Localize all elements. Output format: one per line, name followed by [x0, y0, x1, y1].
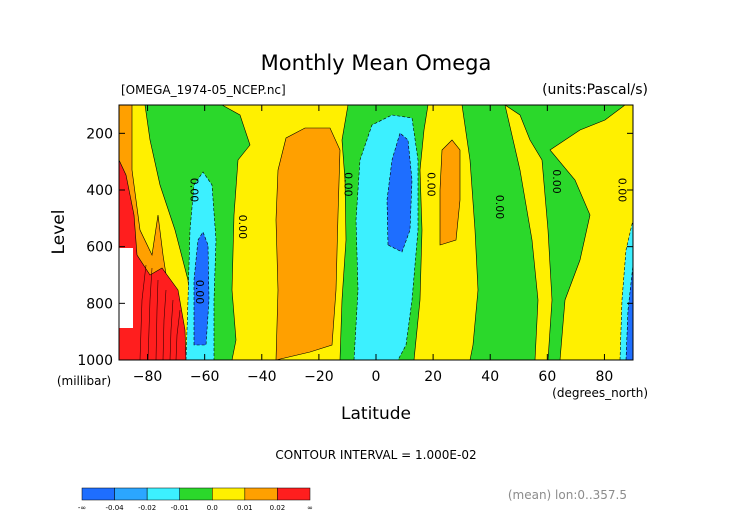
x-tick-label: −80: [133, 369, 163, 385]
x-axis: −80 −60 −40 −20 0 20 40 60 80: [133, 105, 614, 385]
sh-red-contour-lines: [139, 264, 181, 360]
region-nh-orange: [439, 139, 461, 246]
colorbar-label: -0.01: [171, 504, 189, 512]
colorbar-swatch: [146, 487, 180, 501]
region-north-yellow: [549, 105, 633, 360]
contour-label: 0.00: [342, 172, 355, 197]
colorbar-label: -∞: [78, 504, 86, 512]
x-tick-label: −20: [304, 369, 334, 385]
colorbar-swatch: [179, 487, 213, 501]
y-tick-label: 200: [86, 126, 113, 142]
y-tick-label: 1000: [77, 353, 113, 369]
colorbar-swatch: [114, 487, 148, 501]
x-tick-label: −60: [190, 369, 220, 385]
x-tick-label: 80: [596, 369, 614, 385]
file-label: [OMEGA_1974-05_NCEP.nc]: [121, 83, 286, 97]
colorbar-swatch: [212, 487, 246, 501]
colorbar-label: -0.04: [106, 504, 125, 512]
colorbar-swatch: [277, 487, 311, 501]
mean-lon-text: (mean) lon:0..357.5: [508, 488, 627, 502]
y-axis-label: Level: [49, 210, 69, 255]
x-units-label: (degrees_north): [552, 386, 648, 400]
y-tick-label: 800: [86, 296, 113, 312]
colorbar-swatch: [81, 487, 115, 501]
region-sh-blue: [193, 231, 210, 346]
colorbar-label: ∞: [307, 504, 313, 512]
y-tick-label: 600: [86, 240, 113, 256]
region-sh-red: [119, 159, 187, 360]
colorbar: -∞ -0.04 -0.02 -0.01 0.0 0.01 0.02 ∞: [78, 487, 313, 512]
contour-field: 0.00 0.00 0.00 0.00 0.00 0.00 0.00 0.00: [119, 105, 633, 360]
chart-title: Monthly Mean Omega: [261, 51, 492, 75]
x-tick-label: 0: [372, 369, 381, 385]
x-tick-label: 20: [424, 369, 442, 385]
y-axis: 200 400 600 800 1000: [77, 126, 633, 369]
x-tick-label: −40: [247, 369, 277, 385]
contour-labels: 0.00 0.00 0.00 0.00 0.00 0.00 0.00 0.00: [187, 169, 628, 304]
x-tick-label: 60: [538, 369, 556, 385]
region-subtropic-orange: [275, 127, 341, 360]
contour-label: 0.00: [424, 172, 437, 197]
colorbar-swatch: [244, 487, 278, 501]
y-units-label: (millibar): [57, 374, 111, 388]
region-north-blue: [625, 264, 633, 360]
colorbar-label: -0.02: [138, 504, 156, 512]
contour-label: 0.00: [187, 178, 200, 203]
units-label: (units:Pascal/s): [542, 82, 648, 98]
region-itcz-blue: [386, 132, 413, 253]
colorbar-label: 0.02: [270, 504, 286, 512]
contour-interval-text: CONTOUR INTERVAL = 1.000E-02: [275, 448, 476, 462]
colorbar-label: 0.01: [237, 504, 253, 512]
x-tick-label: 40: [481, 369, 499, 385]
x-axis-label: Latitude: [341, 404, 411, 424]
contour-label: 0.00: [236, 215, 249, 240]
contour-label: 0.00: [550, 169, 563, 194]
contour-label: 0.00: [193, 280, 206, 305]
contour-label: 0.00: [493, 195, 506, 220]
colorbar-label: 0.0: [207, 504, 218, 512]
contour-label: 0.00: [616, 178, 629, 203]
missing-data-white: [119, 248, 133, 328]
y-tick-label: 400: [86, 183, 113, 199]
region-nh-yellow-2: [504, 105, 553, 360]
